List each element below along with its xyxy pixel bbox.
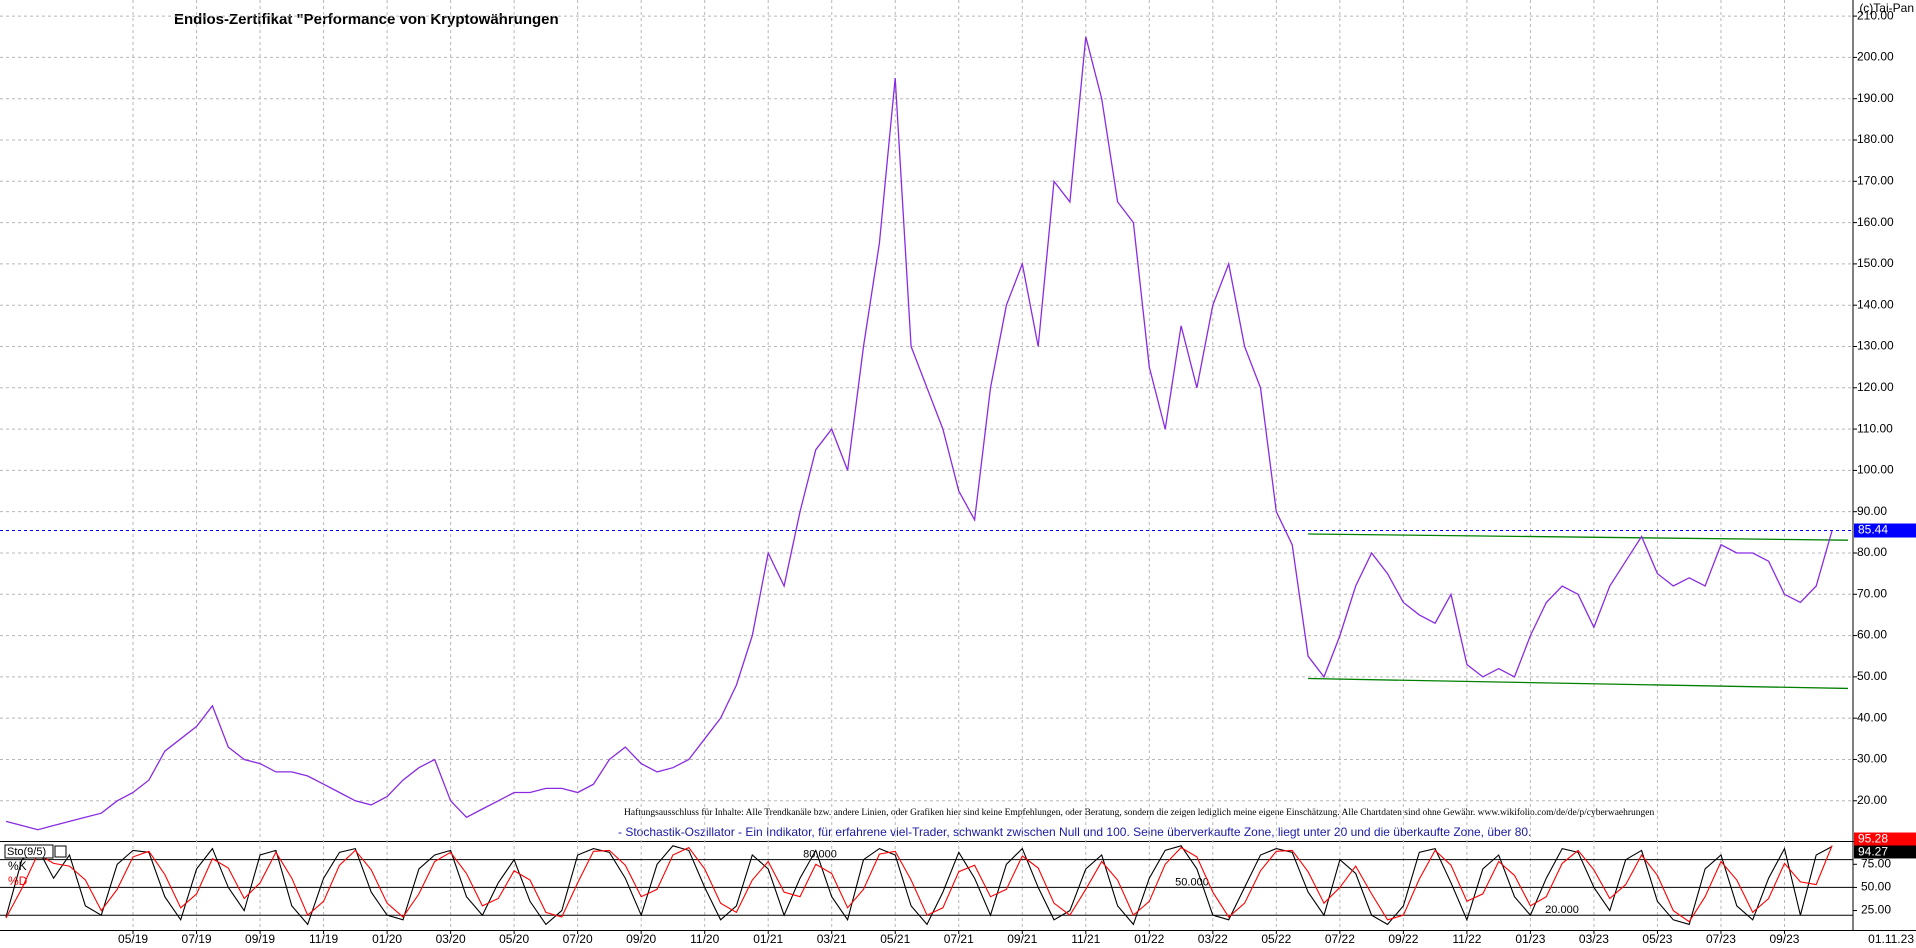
x-tick-label: 07/21 xyxy=(944,932,974,946)
x-tick-label: 05/20 xyxy=(499,932,529,946)
note: - Stochastik-Oszillator - Ein Indikator,… xyxy=(618,825,1531,839)
x-tick-label: 11/21 xyxy=(1071,932,1100,946)
x-tick-label: 07/20 xyxy=(563,932,593,946)
y-tick-label: 100.00 xyxy=(1857,463,1894,477)
indicator-label: Sto(9/5) xyxy=(7,846,46,858)
stochastic-line xyxy=(5,845,1833,926)
x-tick-label: 11/19 xyxy=(309,932,338,946)
x-tick-label: 03/22 xyxy=(1198,932,1228,946)
x-tick-label: 01/23 xyxy=(1515,932,1545,946)
legend-label: %K xyxy=(8,859,27,873)
y-tick-label: 90.00 xyxy=(1857,504,1887,518)
y-tick-label: 210.00 xyxy=(1857,8,1894,22)
y-tick-label: 110.00 xyxy=(1857,421,1893,435)
y-tick-label: 130.00 xyxy=(1857,339,1894,353)
x-tick-label: 09/20 xyxy=(626,932,656,946)
y-tick-label: 140.00 xyxy=(1857,297,1894,311)
y-tick-label: 200.00 xyxy=(1857,50,1894,64)
x-tick-label: 01/21 xyxy=(753,932,783,946)
legend-label: %D xyxy=(8,874,28,888)
trendline xyxy=(1308,677,1849,690)
value-badge-label: 95.28 xyxy=(1858,832,1888,846)
y-tick-label: 50.00 xyxy=(1857,669,1887,683)
x-tick-label: 01/20 xyxy=(372,932,402,946)
level-label: 80.000 xyxy=(803,849,837,861)
y-tick-label: 80.00 xyxy=(1857,545,1887,559)
x-tick-label: 01/22 xyxy=(1134,932,1164,946)
x-tick-label: 09/22 xyxy=(1388,932,1418,946)
value-badge xyxy=(1854,832,1916,846)
x-tick-label: 05/22 xyxy=(1261,932,1291,946)
x-tick-label: 07/23 xyxy=(1706,932,1736,946)
y-tick-label: 25.00 xyxy=(1861,903,1891,917)
disclaimer: Haftungsausschluss für Inhalte: Alle Tre… xyxy=(624,807,1655,818)
price-badge xyxy=(1854,523,1916,538)
y-tick-label: 190.00 xyxy=(1857,91,1894,105)
y-tick-label: 180.00 xyxy=(1857,132,1894,146)
y-tick-label: 30.00 xyxy=(1857,752,1887,766)
x-tick-label: 11/22 xyxy=(1452,932,1481,946)
y-tick-label: 120.00 xyxy=(1857,380,1894,394)
value-badge xyxy=(1854,845,1916,859)
price-badge-label: 85.44 xyxy=(1858,523,1888,537)
y-tick-label: 20.00 xyxy=(1857,793,1887,807)
copyright: (c)Tai-Pan xyxy=(1859,1,1914,15)
x-tick-label: 03/21 xyxy=(817,932,847,946)
indicator-box xyxy=(4,844,54,859)
y-tick-label: 50.00 xyxy=(1861,880,1891,894)
stochastic-line xyxy=(5,845,1833,923)
chart-title: Endlos-Zertifikat "Performance von Krypt… xyxy=(174,11,559,28)
y-tick-label: 150.00 xyxy=(1857,256,1894,270)
x-tick-label: 03/23 xyxy=(1579,932,1609,946)
trendline xyxy=(1308,533,1849,541)
x-tick-label: 05/23 xyxy=(1642,932,1672,946)
x-tick-label: 09/23 xyxy=(1769,932,1799,946)
x-tick-label: 07/19 xyxy=(182,932,212,946)
indicator-button[interactable] xyxy=(54,845,67,858)
x-tick-label: 11/20 xyxy=(690,932,719,946)
y-tick-label: 75.00 xyxy=(1861,856,1891,870)
level-label: 50.000 xyxy=(1175,876,1209,888)
x-tick-label: 05/21 xyxy=(880,932,910,946)
y-tick-label: 70.00 xyxy=(1857,586,1887,600)
level-label: 20.000 xyxy=(1545,904,1579,916)
x-tick-label: 07/22 xyxy=(1325,932,1355,946)
x-tick-label: 09/19 xyxy=(245,932,275,946)
y-tick-label: 40.00 xyxy=(1857,710,1887,724)
last-date: 01.11.23 xyxy=(1868,932,1914,946)
y-tick-label: 60.00 xyxy=(1857,628,1887,642)
price-line-series xyxy=(5,36,1833,831)
y-tick-label: 160.00 xyxy=(1857,215,1894,229)
x-tick-label: 03/20 xyxy=(436,932,466,946)
value-badge-label: 94.27 xyxy=(1858,845,1888,859)
x-tick-label: 05/19 xyxy=(118,932,148,946)
y-tick-label: 170.00 xyxy=(1857,173,1894,187)
x-tick-label: 09/21 xyxy=(1007,932,1037,946)
